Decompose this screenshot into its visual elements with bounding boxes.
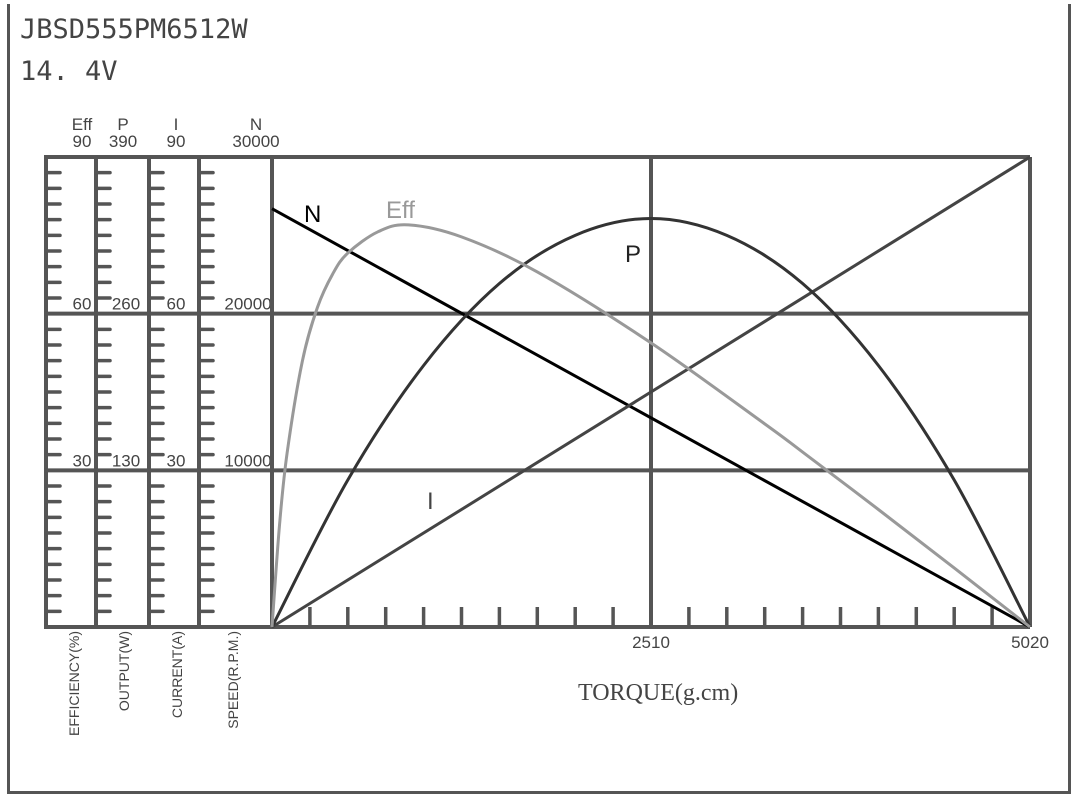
axis-name-eff: Eff [72, 115, 93, 134]
series-line-eff [270, 223, 1031, 629]
axis-max-label-p: 390 [109, 132, 137, 151]
x-axis-title: TORQUE(g.cm) [578, 680, 738, 706]
series-label-p: P [625, 241, 641, 268]
series-line-i [271, 155, 1031, 629]
x-tick-label: 5020 [1011, 633, 1049, 652]
voltage-label: 14. 4V [20, 56, 118, 87]
series-label-eff: Eff [386, 197, 415, 224]
model-title: JBSD555PM6512W [20, 14, 248, 45]
series-line-n [271, 207, 1031, 629]
axis-tick-label-p: 260 [112, 295, 140, 314]
axis-max-label-n: 30000 [232, 132, 279, 151]
chart-frame [7, 4, 1071, 794]
axis-tick-label-p: 130 [112, 451, 140, 470]
axis-max-label-i: 90 [167, 132, 186, 151]
axis-tick-label-n: 20000 [224, 295, 271, 314]
axis-tick-label-eff: 60 [73, 295, 92, 314]
series-label-n: N [304, 201, 321, 228]
axis-name-p: P [117, 115, 128, 134]
axis-title-p: OUTPUT(W) [116, 631, 132, 711]
axis-tick-label-i: 30 [167, 451, 186, 470]
axis-name-n: N [250, 115, 262, 134]
axis-tick-label-eff: 30 [73, 451, 92, 470]
axis-max-label-eff: 90 [73, 132, 92, 151]
axis-title-eff: EFFICIENCY(%) [66, 631, 82, 736]
axis-tick-label-n: 10000 [224, 451, 271, 470]
axis-title-i: CURRENT(A) [169, 631, 185, 718]
axis-name-i: I [174, 115, 179, 134]
axis-title-n: SPEED(R.P.M.) [225, 631, 241, 729]
x-tick-label: 2510 [632, 633, 670, 652]
series-line-p [270, 216, 1032, 628]
series-label-i: I [427, 488, 434, 515]
axis-tick-label-i: 60 [167, 295, 186, 314]
